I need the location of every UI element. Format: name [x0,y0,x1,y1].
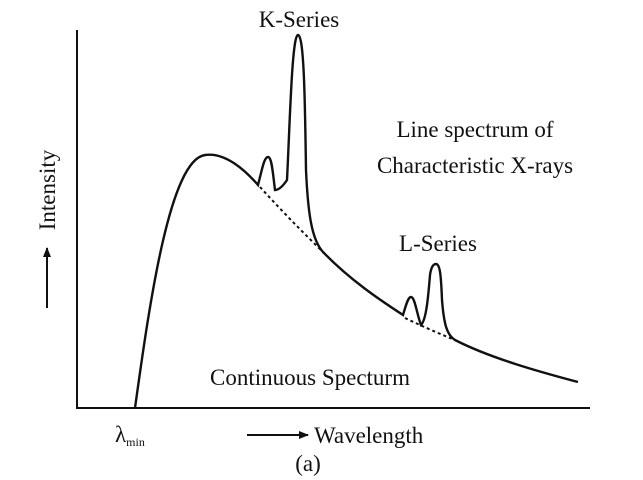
annotation-line: Line spectrum of [396,117,553,142]
k-series-label: K-Series [259,7,340,32]
continuous-label: Continuous Specturm [210,365,410,390]
caption: (a) [295,451,321,476]
x-axis-label: Wavelength [314,423,424,448]
l-series-label: L-Series [399,231,477,256]
lambda-subscript: min [126,435,145,449]
y-axis-label: Intensity [35,149,60,230]
dashed-continuation [259,186,456,341]
lambda: λ [115,422,127,447]
annotation-line: Characteristic X-rays [377,153,573,178]
axes [76,30,590,409]
spectrum-curve [133,33,579,409]
lambda-symbol: λmin [115,422,145,449]
